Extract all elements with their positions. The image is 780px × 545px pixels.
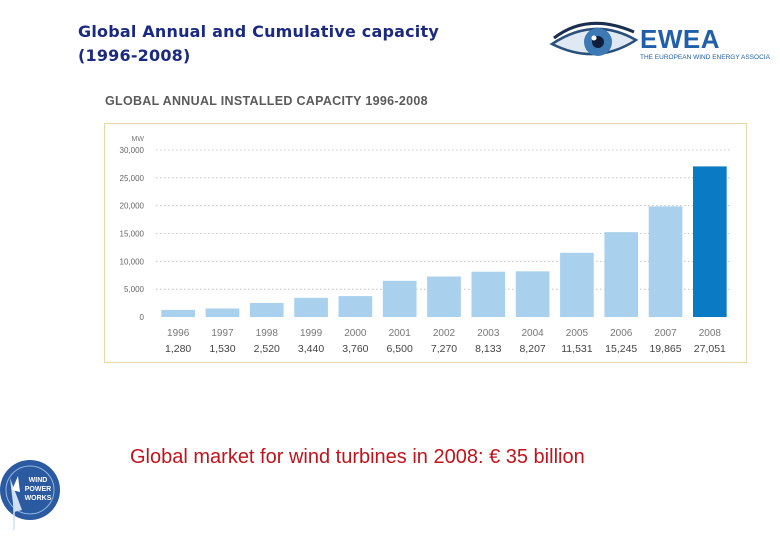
- bar-value-label: 8,207: [519, 343, 545, 355]
- bar: [205, 308, 240, 317]
- bar: [693, 166, 727, 317]
- y-tick-label: 30,000: [120, 146, 145, 155]
- badge-line-3: WORKS: [25, 495, 52, 502]
- y-tick-label: 20,000: [120, 202, 145, 211]
- bar-value-label: 3,760: [342, 343, 368, 355]
- badge-line-2: POWER: [25, 486, 51, 493]
- y-tick-label: 10,000: [120, 257, 145, 266]
- x-tick-label: 2001: [389, 328, 412, 339]
- bar: [560, 252, 594, 317]
- bar-value-label: 11,531: [561, 343, 592, 355]
- chart-title: GLOBAL ANNUAL INSTALLED CAPACITY 1996-20…: [105, 94, 428, 108]
- bar-value-label: 19,865: [649, 343, 681, 355]
- bar-value-label: 8,133: [475, 343, 501, 355]
- bar: [515, 271, 550, 317]
- bar-value-label: 1,530: [209, 343, 235, 355]
- bar: [294, 297, 328, 317]
- y-tick-label: 25,000: [120, 174, 145, 183]
- ewea-logo: EWEA THE EUROPEAN WIND ENERGY ASSOCIATIO…: [548, 14, 770, 72]
- bar: [604, 232, 639, 317]
- y-tick-label: 0: [140, 313, 145, 322]
- y-tick-label: 5,000: [124, 285, 145, 294]
- y-axis-label: MW: [132, 136, 145, 143]
- bar-value-label: 3,440: [298, 343, 324, 355]
- x-tick-label: 2006: [610, 328, 633, 339]
- badge-line-1: WIND: [29, 477, 48, 484]
- wind-power-works-badge: WIND POWER WORKS: [0, 450, 70, 540]
- bar: [338, 296, 373, 317]
- wind-turbine-icon: WIND POWER WORKS: [0, 460, 60, 530]
- bar: [249, 302, 284, 317]
- bar: [427, 276, 461, 317]
- eye-icon: [549, 21, 639, 56]
- capacity-bar-chart: MW 05,00010,00015,00020,00025,00030,000 …: [120, 136, 732, 355]
- x-tick-label: 2004: [521, 328, 544, 339]
- x-tick-label: 1999: [300, 328, 323, 339]
- x-tick-label: 2000: [344, 328, 367, 339]
- bar-value-label: 15,245: [605, 343, 637, 355]
- bar-value-label: 2,520: [254, 343, 280, 355]
- x-tick-label: 1996: [167, 328, 190, 339]
- bar-value-label: 27,051: [694, 343, 726, 355]
- bar-value-label: 7,270: [431, 343, 457, 355]
- market-caption: Global market for wind turbines in 2008:…: [130, 446, 585, 468]
- y-tick-label: 15,000: [120, 230, 145, 239]
- x-tick-label: 2002: [433, 328, 456, 339]
- x-tick-label: 1998: [256, 328, 279, 339]
- slide-title: Global Annual and Cumulative capacity (1…: [78, 20, 498, 68]
- bar-value-label: 1,280: [165, 343, 191, 355]
- slide-title-line-1: Global Annual and Cumulative capacity: [78, 22, 439, 41]
- x-tick-label: 1997: [211, 328, 234, 339]
- x-tick-label: 2007: [654, 328, 677, 339]
- bar: [382, 280, 417, 317]
- x-tick-label: 2003: [477, 328, 500, 339]
- bar: [471, 271, 506, 317]
- bar-value-label: 6,500: [387, 343, 413, 355]
- x-tick-label: 2005: [566, 328, 589, 339]
- chart-frame: [104, 123, 747, 363]
- bar: [161, 309, 195, 317]
- logo-name: EWEA: [640, 24, 720, 54]
- bar: [648, 206, 683, 317]
- logo-subtitle: THE EUROPEAN WIND ENERGY ASSOCIATION: [640, 54, 770, 61]
- slide-title-line-2: (1996-2008): [78, 46, 191, 65]
- x-tick-label: 2008: [699, 328, 722, 339]
